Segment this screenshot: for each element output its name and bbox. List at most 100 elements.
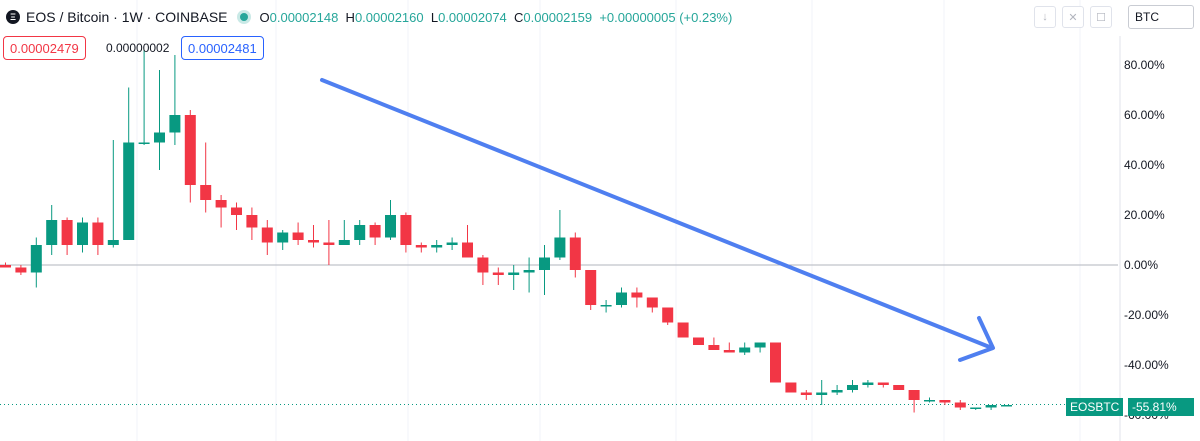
- candle: [877, 382, 889, 388]
- candle: [770, 342, 781, 383]
- candle: [385, 200, 396, 240]
- candle: [954, 400, 966, 410]
- candle: [539, 245, 550, 295]
- candle: [292, 222, 304, 245]
- candle: [277, 230, 289, 250]
- candle-body: [338, 240, 350, 245]
- candle-body: [261, 227, 273, 243]
- candle-body: [61, 220, 73, 245]
- sell-price-box[interactable]: 0.00002479: [3, 36, 86, 60]
- candle-body: [662, 307, 674, 323]
- candle: [677, 322, 689, 338]
- candle: [600, 300, 612, 313]
- candle: [939, 400, 951, 405]
- candle-body: [554, 237, 566, 258]
- open-value: 0.00002148: [269, 9, 339, 25]
- candle-body: [215, 200, 227, 208]
- candle-body: [739, 347, 751, 353]
- candle-body: [631, 292, 643, 298]
- candle: [184, 110, 196, 203]
- candle: [431, 240, 443, 253]
- candle: [631, 287, 643, 308]
- close-icon[interactable]: ✕: [1062, 6, 1084, 28]
- market-status-icon: [239, 13, 248, 21]
- candle: [138, 50, 150, 145]
- ohlc-values: O0.00002148 H0.00002160 L0.00002074 C0.0…: [260, 10, 733, 25]
- maximize-icon[interactable]: ☐: [1090, 6, 1112, 28]
- change-value: +0.00000005 (+0.23%): [599, 9, 733, 25]
- candle-body: [970, 407, 982, 409]
- candle-body: [677, 322, 689, 338]
- candle: [231, 202, 242, 230]
- y-tick-label: 80.00%: [1124, 58, 1165, 72]
- candle-body: [107, 240, 119, 245]
- candle-body: [939, 400, 951, 403]
- candle: [569, 232, 581, 278]
- candle: [400, 212, 412, 253]
- candle-body: [985, 405, 997, 408]
- high-value: 0.00002160: [354, 9, 424, 25]
- candle-body: [15, 267, 27, 273]
- candle: [970, 407, 982, 410]
- candle: [92, 217, 104, 255]
- buy-price-box[interactable]: 0.00002481: [181, 36, 264, 60]
- chart-legend-header: Ξ EOS / Bitcoin · 1W · COINBASE O0.00002…: [0, 6, 732, 28]
- candle-body: [462, 242, 473, 258]
- candle: [924, 397, 935, 403]
- candle: [446, 237, 458, 250]
- candle: [754, 342, 766, 353]
- candle-body: [138, 142, 150, 144]
- candle: [154, 70, 165, 170]
- candle: [0, 262, 11, 268]
- candle: [477, 255, 489, 285]
- candle: [585, 270, 597, 310]
- candle-body: [0, 265, 11, 268]
- candle: [308, 225, 319, 248]
- arrow-shaft: [320, 78, 994, 350]
- candle-body: [369, 225, 381, 238]
- arrow-head: [958, 316, 995, 362]
- open-key: O: [259, 9, 270, 25]
- candle-body: [646, 297, 658, 308]
- candle: [1001, 405, 1012, 407]
- candle-body: [862, 382, 874, 385]
- arrow-down-icon[interactable]: ↓: [1034, 6, 1056, 28]
- symbol-title[interactable]: EOS / Bitcoin · 1W · COINBASE: [26, 9, 228, 25]
- candle-body: [431, 245, 443, 248]
- candle-body: [77, 222, 88, 245]
- candle-body: [231, 207, 242, 215]
- candle: [215, 195, 227, 228]
- candle-body: [385, 215, 396, 238]
- candle: [61, 217, 73, 255]
- compare-symbol-field[interactable]: BTC: [1128, 5, 1194, 29]
- candle: [354, 220, 366, 245]
- candle: [123, 87, 135, 240]
- candle-body: [477, 257, 489, 273]
- candle-body: [539, 257, 550, 270]
- close-value: 0.00002159: [523, 9, 593, 25]
- candle: [816, 380, 828, 405]
- candle: [169, 55, 181, 145]
- high-key: H: [345, 9, 355, 25]
- candle: [492, 267, 504, 285]
- close-key: C: [514, 9, 524, 25]
- candle-body: [893, 385, 905, 390]
- candle-body: [123, 142, 135, 240]
- candle-body: [708, 345, 720, 350]
- candle-body: [847, 385, 858, 390]
- candle: [693, 337, 704, 345]
- candle: [708, 337, 720, 350]
- candle-body: [924, 400, 935, 402]
- candle: [323, 220, 335, 265]
- candle-body: [831, 390, 843, 393]
- candle-body: [816, 392, 828, 395]
- candle: [739, 342, 751, 355]
- spread-label: 0.00000002: [106, 41, 170, 55]
- candle-body: [693, 337, 704, 345]
- candle: [462, 225, 473, 258]
- candles-series: [0, 50, 1012, 413]
- candle: [831, 385, 843, 395]
- candle-body: [277, 232, 289, 243]
- candle: [77, 217, 88, 253]
